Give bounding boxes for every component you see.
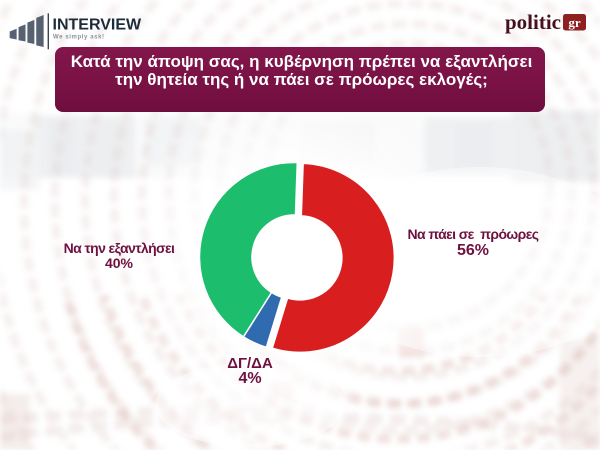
svg-text:INTERVIEW: INTERVIEW [53, 17, 143, 34]
svg-text:We simply ask!: We simply ask! [53, 35, 105, 41]
svg-text:gr: gr [568, 15, 581, 30]
svg-text:politic: politic [505, 10, 561, 34]
